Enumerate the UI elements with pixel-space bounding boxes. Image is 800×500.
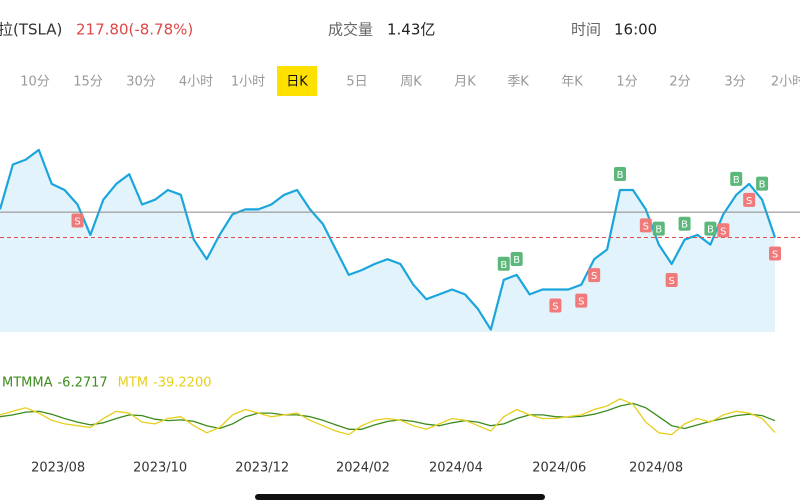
tab[interactable]: 5日 — [346, 75, 367, 90]
tab[interactable]: 日K — [286, 75, 308, 90]
tab[interactable]: 1小时 — [231, 75, 265, 90]
tab[interactable]: 10分 — [20, 75, 50, 90]
x-tick-label: 2024/08 — [629, 461, 683, 476]
trade-marker-label: B — [733, 175, 740, 186]
trade-marker — [717, 223, 730, 238]
tab[interactable]: 30分 — [126, 75, 156, 90]
trade-marker-label: S — [643, 221, 649, 232]
trade-marker — [639, 218, 652, 233]
trade-marker — [549, 298, 562, 313]
x-tick-label: 2023/12 — [235, 461, 289, 476]
trade-marker-label: S — [578, 297, 584, 308]
trade-marker — [652, 221, 665, 236]
tab[interactable]: 4小时 — [179, 75, 213, 90]
trade-marker-label: S — [720, 226, 726, 237]
trade-marker-label: B — [500, 260, 507, 271]
trade-marker-label: S — [552, 302, 558, 313]
trade-marker — [614, 166, 626, 181]
line — [0, 398, 776, 436]
tab[interactable]: 季K — [507, 75, 529, 90]
volume-label: 成交量 — [328, 21, 373, 39]
tab[interactable]: 年K — [561, 75, 583, 90]
trade-marker-label: S — [74, 217, 80, 228]
line — [0, 148, 777, 331]
trade-marker-label: B — [617, 170, 624, 181]
time-label: 时间 — [571, 21, 601, 39]
tab[interactable]: 周K — [400, 75, 422, 90]
time: 16:00 — [614, 21, 657, 39]
trade-marker-label: B — [513, 255, 520, 266]
trade-marker-label: B — [759, 180, 766, 191]
trade-marker-label: B — [707, 225, 714, 236]
trade-marker — [71, 213, 84, 228]
tab-selected-bg[interactable] — [277, 66, 317, 96]
trade-marker — [665, 273, 678, 288]
tab[interactable]: 2分 — [669, 75, 690, 90]
trade-marker — [588, 268, 601, 283]
legend-value: -6.2717 — [57, 376, 107, 391]
stock-quote: 217.80(-8.78%) — [76, 21, 193, 39]
trade-marker — [730, 171, 743, 186]
trade-marker — [510, 251, 523, 266]
legend-name: MTMMA — [2, 376, 53, 391]
home-indicator — [255, 494, 545, 500]
x-tick-label: 2024/06 — [532, 461, 586, 476]
trade-marker-label: S — [668, 276, 674, 287]
trade-marker-label: B — [655, 225, 662, 236]
trade-marker — [704, 221, 717, 236]
trade-marker — [743, 192, 756, 207]
x-tick-label: 2023/08 — [31, 461, 85, 476]
volume: 1.43亿 — [387, 21, 435, 39]
tab[interactable]: 月K — [454, 75, 476, 90]
legend-name: MTM — [118, 376, 148, 391]
trade-marker-label: S — [772, 250, 778, 261]
tab[interactable]: 15分 — [73, 75, 103, 90]
price-area — [0, 149, 775, 332]
stock-name: 拉(TSLA) — [0, 21, 62, 39]
x-tick-label: 2024/04 — [429, 461, 483, 476]
line — [0, 402, 776, 430]
trade-marker — [497, 256, 510, 271]
x-tick-label: 2023/10 — [133, 461, 187, 476]
x-tick-label: 2024/02 — [336, 461, 390, 476]
trade-marker-label: S — [591, 271, 597, 282]
tab[interactable]: 1分 — [616, 75, 637, 90]
trade-marker — [575, 293, 588, 308]
trade-marker-label: S — [746, 196, 752, 207]
trade-marker — [678, 216, 691, 231]
tab[interactable]: 2小时 — [771, 75, 800, 90]
trade-marker-label: B — [681, 220, 688, 231]
trade-marker — [756, 176, 769, 191]
tab[interactable]: 3分 — [724, 75, 745, 90]
legend-value: -39.2200 — [153, 376, 211, 391]
trade-marker — [769, 246, 781, 261]
